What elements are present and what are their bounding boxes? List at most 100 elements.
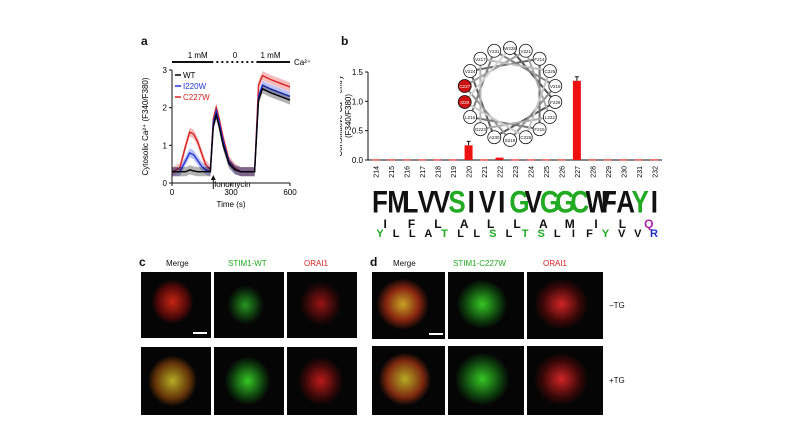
panel-a-chart: 1 mM 0 1 mM Ca²⁺ 0 1 2 3 0 300 600 Time (s) Cytosoli… — [141, 51, 311, 209]
logo-top-letter: I — [498, 183, 506, 220]
logo-top-letter: S — [448, 183, 466, 220]
bar-229 — [603, 159, 612, 161]
logo-top-letter: G — [555, 183, 576, 220]
panel-c-stim1-plus-tg — [214, 347, 284, 415]
y-tick-label: 1.5 — [352, 68, 364, 77]
wheel-residue-label: A230 — [489, 135, 500, 140]
logo-top-letter: G — [539, 183, 561, 220]
wheel-residue-label: C225 — [544, 69, 555, 74]
logo-bottom-letter: S — [537, 228, 545, 240]
x-tick-label: 227 — [575, 166, 582, 178]
bar-223 — [511, 159, 519, 161]
wheel-residue-C227 — [457, 79, 472, 93]
logo-bottom-letter: L — [408, 228, 416, 240]
bar-215 — [387, 159, 396, 161]
bar-232 — [650, 159, 659, 161]
condition-label-left: 1 mM — [188, 51, 208, 60]
logo-bottom-letter: F — [586, 228, 593, 240]
wheel-residue-V217 — [473, 51, 488, 66]
ionomycin-arrowhead — [210, 175, 216, 180]
logo-mid-letter: I — [383, 217, 387, 231]
logo-top-letter: G — [509, 183, 530, 220]
logo-bottom-letter: L — [553, 228, 561, 240]
y-axis-label-line1: Constitutive Ca²⁺ entry — [340, 75, 344, 156]
x-tick-label: 300 — [224, 188, 238, 197]
panel-c-caption-orai1: ORAI1 — [304, 259, 329, 268]
wheel-residue-label: C226 — [520, 135, 531, 140]
logo-top-letter: L — [402, 183, 419, 220]
logo-top-letter: V — [417, 183, 436, 220]
panel-d-orai1-minus-tg — [527, 272, 603, 339]
logo-mid-letter: I — [594, 217, 598, 231]
bar-219 — [449, 159, 458, 161]
series-band-WT — [172, 84, 290, 177]
x-tick-label: 214 — [374, 166, 381, 178]
x-tick-label: 216 — [405, 166, 412, 178]
wheel-connector — [469, 50, 496, 118]
logo-mid-letter: A — [539, 217, 548, 231]
logo-bottom-letter: R — [649, 228, 658, 240]
panel-c-orai1-plus-tg — [287, 347, 357, 415]
panel-d-merge-minus-tg — [372, 272, 445, 339]
wheel-residue-label: F214 — [534, 57, 545, 62]
bar-218 — [433, 159, 442, 161]
x-tick-label: 215 — [389, 166, 396, 178]
bar-222 — [495, 157, 504, 160]
wheel-connector — [524, 50, 551, 118]
bar-214 — [371, 159, 380, 161]
logo-bottom-letter: L — [392, 228, 400, 240]
scale-bar — [193, 332, 207, 334]
wheel-residue-L216 — [463, 110, 478, 124]
wheel-connector — [469, 116, 540, 131]
logo-top-letter: F — [372, 183, 388, 220]
wheel-residue-label: L216 — [465, 115, 476, 120]
x-tick-label: 229 — [606, 166, 613, 178]
wheel-connector — [480, 116, 551, 131]
wheel-residue-V218 — [548, 79, 563, 93]
logo-bottom-letter: S — [489, 228, 497, 240]
x-tick-label: 226 — [559, 166, 566, 178]
wheel-connector — [493, 101, 556, 139]
x-tick-label: 223 — [513, 166, 520, 178]
panel-b-chart: 0.0 0.5 1.0 1.5 Constitutive Ca²⁺ entry(F340… — [340, 41, 662, 178]
x-tick-label: 0 — [170, 188, 175, 197]
y-tick-label: 0.0 — [352, 156, 364, 165]
bar-220 — [464, 145, 473, 160]
bar-226 — [557, 159, 566, 161]
condition-label-ion: Ca²⁺ — [294, 58, 311, 67]
x-tick-label: 228 — [590, 166, 597, 178]
bar-228 — [588, 159, 597, 161]
panel-d-stim1-minus-tg — [448, 272, 524, 339]
x-axis-label: Time (s) — [216, 200, 245, 209]
wheel-connector — [464, 101, 527, 139]
bar-221 — [480, 159, 489, 161]
logo-mid-letter: M — [564, 217, 575, 231]
ionomycin-label: Ionomycin — [214, 180, 250, 189]
x-tick-label: 219 — [451, 166, 458, 178]
series-line-C227W — [171, 74, 291, 173]
panel-c-merge-minus-tg — [141, 272, 211, 338]
logo-mid-letter: Q — [644, 217, 654, 231]
logo-bottom-letter: Y — [376, 228, 384, 240]
panel-a-letter: a — [141, 34, 148, 48]
y-tick-label: 1 — [163, 141, 168, 150]
wheel-residue-label: L222 — [545, 115, 556, 120]
wheel-connector — [480, 57, 551, 72]
condition-label-middle: 0 — [233, 51, 238, 60]
wheel-connector — [509, 47, 557, 103]
legend-label-I220W: I220W — [183, 82, 207, 91]
wheel-connector — [463, 47, 511, 103]
x-tick-label: 230 — [621, 166, 628, 178]
wheel-residue-label: I220 — [460, 100, 469, 105]
x-tick-label: 232 — [652, 166, 659, 178]
logo-top-letter: V — [478, 183, 497, 220]
logo-top-letter: Y — [631, 183, 649, 220]
panel-d-letter: d — [370, 255, 378, 269]
wheel-residue-label: V217 — [475, 57, 486, 62]
wheel-residue-F229 — [548, 95, 563, 109]
wheel-residue-G223 — [473, 122, 488, 137]
logo-top-letter: C — [570, 183, 590, 220]
logo-mid-letter: L — [434, 217, 442, 231]
wheel-residue-label: W228 — [504, 46, 516, 51]
